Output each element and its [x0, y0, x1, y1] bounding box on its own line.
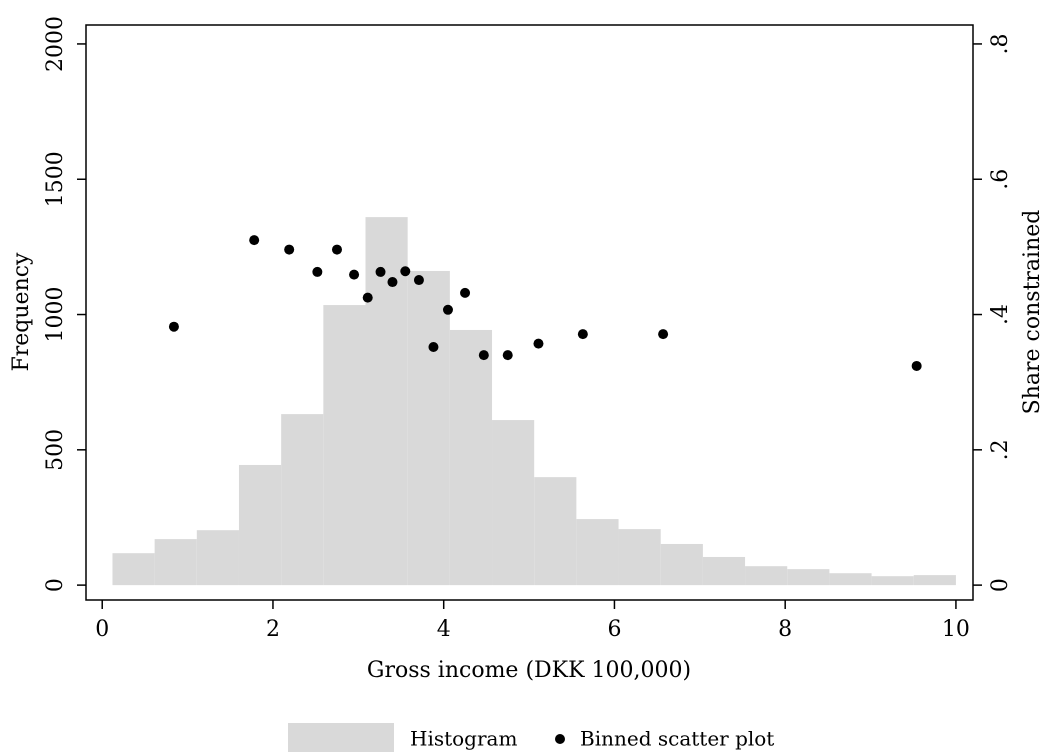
scatter-point — [658, 329, 669, 340]
y2-tick-label: .2 — [988, 439, 1013, 460]
scatter-point — [911, 360, 922, 371]
x-tick-label: 6 — [607, 617, 621, 642]
histogram-bar — [618, 529, 661, 586]
plot-frame — [85, 24, 974, 601]
histogram-bar — [407, 270, 450, 586]
histogram-bar — [238, 464, 282, 586]
scatter-point — [478, 350, 489, 361]
y2-axis-title: Share constrained — [1020, 210, 1045, 415]
scatter-point — [375, 266, 386, 277]
scatter-point — [362, 292, 373, 303]
scatter-point — [168, 321, 179, 332]
histogram-bar — [112, 553, 155, 586]
scatter-point — [533, 338, 544, 349]
histogram-bar — [449, 329, 493, 586]
x-tick-label: 4 — [437, 617, 451, 642]
histogram-bar — [196, 530, 239, 586]
scatter-point — [349, 269, 360, 280]
y2-tick-label: .4 — [988, 304, 1013, 325]
y2-tick-label: 0 — [988, 578, 1013, 592]
scatter-point — [460, 287, 471, 298]
histogram-bar — [492, 420, 535, 586]
legend-swatch — [288, 723, 394, 752]
y2-tick-label: .6 — [988, 169, 1013, 190]
x-tick-label: 8 — [778, 617, 792, 642]
scatter-point — [387, 277, 398, 288]
legend-label: Binned scatter plot — [580, 727, 774, 751]
histogram-bar — [787, 569, 830, 586]
y-tick-label: 1500 — [43, 151, 68, 207]
histogram-bar — [323, 305, 366, 586]
histogram-bar — [365, 217, 408, 586]
scatter-point — [442, 304, 453, 315]
histogram-bar — [745, 566, 788, 586]
legend-label: Histogram — [410, 727, 517, 751]
y-tick-label: 0 — [43, 578, 68, 592]
histogram-bar — [913, 575, 956, 586]
scatter-point — [331, 244, 342, 255]
histogram-bar — [702, 556, 746, 586]
scatter-point — [400, 266, 411, 277]
x-tick-label: 10 — [942, 617, 970, 642]
scatter-point — [428, 342, 439, 352]
histogram-bar — [281, 414, 324, 586]
x-tick-label: 2 — [266, 617, 280, 642]
scatter-point — [249, 235, 260, 246]
histogram-bar — [871, 576, 914, 586]
histogram-bar — [154, 539, 197, 586]
scatter-point — [502, 350, 513, 361]
y-tick-label: 1000 — [43, 287, 68, 343]
histogram-bar — [576, 519, 619, 586]
y-axis-title: Frequency — [9, 252, 34, 372]
y-tick-label: 2000 — [43, 16, 68, 72]
histogram-bar — [534, 477, 577, 586]
scatter-point — [312, 266, 323, 277]
scatter-point — [577, 329, 588, 340]
x-tick-label: 0 — [95, 617, 109, 642]
scatter-point — [413, 275, 424, 286]
x-axis-title: Gross income (DKK 100,000) — [367, 658, 691, 683]
y-tick-label: 500 — [43, 429, 68, 471]
scatter-point — [284, 244, 295, 255]
y2-tick-label: .8 — [988, 33, 1013, 54]
histogram-bar — [660, 543, 703, 586]
legend-marker — [555, 734, 565, 744]
histogram-bar — [829, 573, 872, 586]
